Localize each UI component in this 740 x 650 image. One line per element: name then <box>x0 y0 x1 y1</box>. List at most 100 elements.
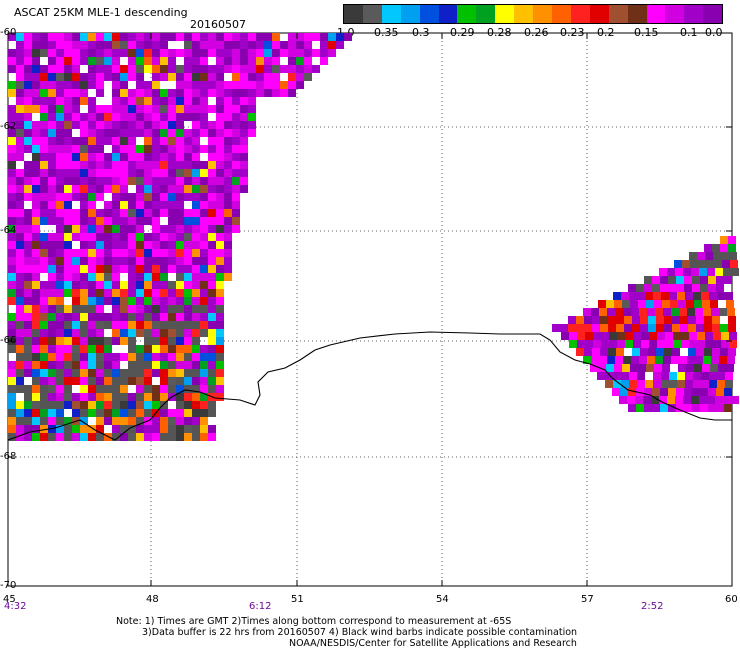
data-cell <box>240 105 248 113</box>
data-cell <box>104 65 112 73</box>
data-cell <box>648 348 656 356</box>
data-cell <box>32 49 40 57</box>
data-cell <box>200 313 208 321</box>
data-cell <box>104 49 112 57</box>
data-cell <box>72 289 80 297</box>
data-cell <box>192 65 200 73</box>
data-cell <box>136 97 144 105</box>
data-cell <box>120 425 128 433</box>
data-cell <box>32 305 40 313</box>
data-cell <box>112 265 120 273</box>
data-cell <box>80 129 88 137</box>
data-cell <box>16 281 24 289</box>
data-cell <box>32 105 40 113</box>
data-cell <box>168 121 176 129</box>
data-cell <box>56 161 64 169</box>
data-cell <box>128 201 136 209</box>
data-cell <box>645 380 653 388</box>
data-cell <box>40 97 48 105</box>
data-cell <box>232 177 240 185</box>
data-cell <box>168 89 176 97</box>
data-cell <box>688 348 696 356</box>
data-cell <box>40 129 48 137</box>
data-cell <box>176 209 184 217</box>
data-cell <box>224 81 232 89</box>
data-cell <box>685 292 693 300</box>
data-cell <box>120 73 128 81</box>
data-cell <box>96 209 104 217</box>
data-cell <box>200 57 208 65</box>
data-cell <box>709 380 717 388</box>
data-cell <box>144 41 152 49</box>
data-cell <box>630 300 638 308</box>
data-cell <box>216 377 224 385</box>
data-cell <box>264 81 272 89</box>
data-cell <box>240 73 248 81</box>
data-cell <box>136 241 144 249</box>
data-cell <box>48 313 56 321</box>
data-cell <box>168 217 176 225</box>
data-cell <box>80 81 88 89</box>
data-cell <box>719 356 727 364</box>
data-cell <box>719 308 727 316</box>
data-cell <box>16 257 24 265</box>
data-cell <box>686 364 694 372</box>
data-cell <box>96 177 104 185</box>
data-cell <box>136 233 144 241</box>
data-cell <box>128 265 136 273</box>
data-cell <box>682 260 690 268</box>
data-cell <box>24 233 32 241</box>
data-cell <box>48 57 56 65</box>
data-cell <box>64 129 72 137</box>
data-cell <box>48 337 56 345</box>
data-cell <box>128 257 136 265</box>
data-cell <box>128 241 136 249</box>
data-cell <box>248 41 256 49</box>
data-cell <box>248 105 256 113</box>
data-cell <box>184 353 192 361</box>
data-cell <box>128 425 136 433</box>
data-cell <box>184 241 192 249</box>
data-cell <box>607 356 615 364</box>
data-cell <box>120 201 128 209</box>
time-label: 6:12 <box>249 601 272 612</box>
data-cell <box>48 393 56 401</box>
data-cell <box>80 193 88 201</box>
data-cell <box>729 340 737 348</box>
data-cell <box>88 281 96 289</box>
data-cell <box>606 300 614 308</box>
data-cell <box>8 281 16 289</box>
data-cell <box>184 401 192 409</box>
data-cell <box>176 33 184 41</box>
data-cell <box>24 321 32 329</box>
data-cell <box>646 300 654 308</box>
data-cell <box>128 321 136 329</box>
data-cell <box>72 161 80 169</box>
data-cell <box>88 209 96 217</box>
data-cell <box>192 369 200 377</box>
data-cell <box>184 257 192 265</box>
data-cell <box>112 385 120 393</box>
data-cell <box>152 233 160 241</box>
data-cell <box>152 321 160 329</box>
data-cell <box>32 129 40 137</box>
data-cell <box>160 289 168 297</box>
data-cell <box>64 41 72 49</box>
data-cell <box>8 265 16 273</box>
data-cell <box>40 369 48 377</box>
data-cell <box>120 329 128 337</box>
data-cell <box>224 65 232 73</box>
data-cell <box>629 380 637 388</box>
data-cell <box>112 105 120 113</box>
data-cell <box>96 65 104 73</box>
data-cell <box>216 265 224 273</box>
data-cell <box>240 41 248 49</box>
data-cell <box>192 49 200 57</box>
data-cell <box>8 425 16 433</box>
data-cell <box>112 209 120 217</box>
data-cell <box>622 364 630 372</box>
data-cell <box>40 297 48 305</box>
data-cell <box>64 49 72 57</box>
data-cell <box>96 265 104 273</box>
data-cell <box>16 401 24 409</box>
